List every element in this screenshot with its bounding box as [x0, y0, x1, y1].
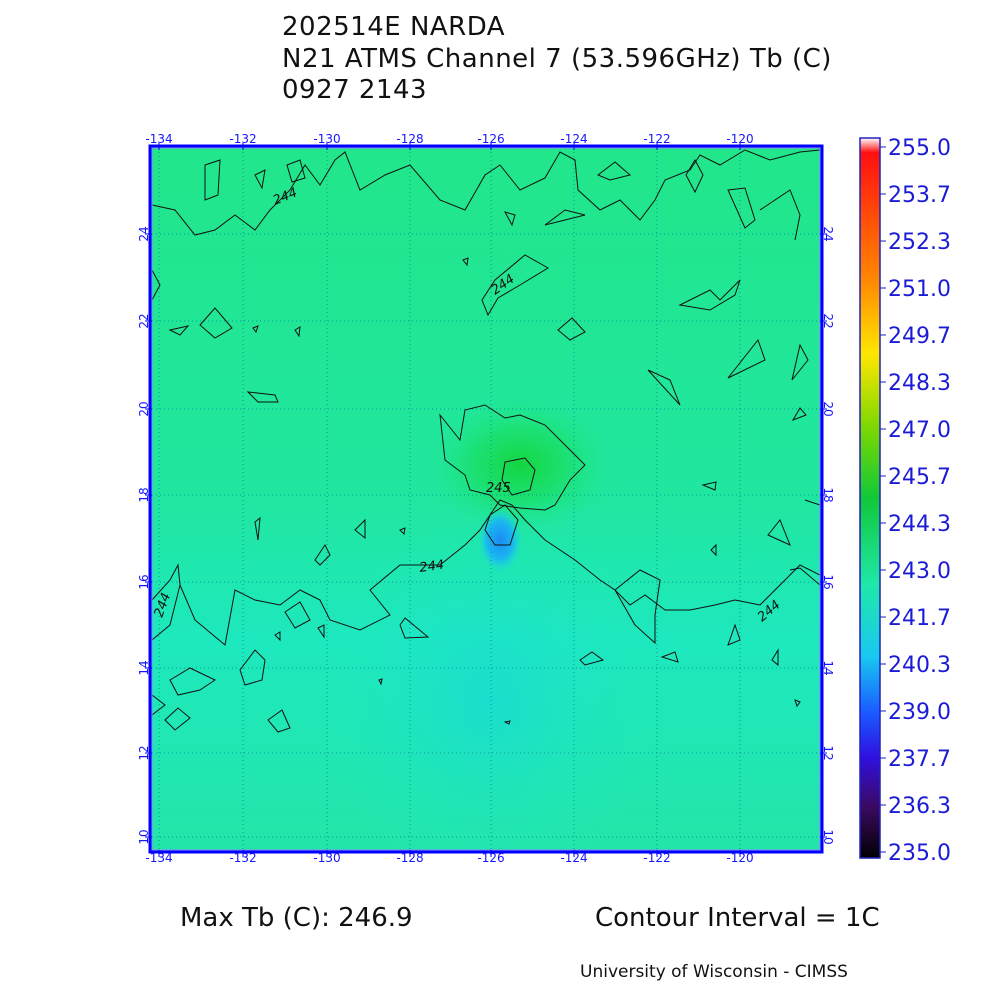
lat-label: 22: [137, 313, 151, 328]
lon-label: -134: [145, 132, 172, 146]
lat-label: 18: [821, 487, 835, 502]
lon-label: -134: [145, 851, 172, 865]
lon-label: -132: [229, 851, 256, 865]
color-bar-label: 239.0: [888, 700, 951, 725]
color-bar-label: 251.0: [888, 277, 951, 302]
map-inner-frame: [151, 147, 821, 851]
longitude-labels-bottom: -134 -132 -130 -128 -126 -124 -122 -120: [145, 851, 753, 865]
color-bar-label: 235.0: [888, 841, 951, 866]
lat-label: 10: [821, 829, 835, 844]
lon-label: -120: [726, 851, 753, 865]
lon-label: -122: [643, 132, 670, 146]
color-bar-label: 255.0: [888, 136, 951, 161]
contour-cold-spot: [484, 504, 519, 546]
lon-label: -124: [560, 132, 587, 146]
color-bar-label: 240.3: [888, 653, 951, 678]
contour-warm-core: [439, 404, 586, 511]
contour-interval-text: Contour Interval = 1C: [595, 903, 880, 933]
color-bar-label: 244.3: [888, 512, 951, 537]
color-bar-label: 236.3: [888, 794, 951, 819]
color-bar-label: 247.0: [888, 418, 951, 443]
lat-label: 12: [137, 745, 151, 760]
lon-label: -126: [477, 851, 504, 865]
lat-label: 14: [137, 660, 151, 675]
warm-core-region: [425, 395, 615, 535]
lon-label: -132: [229, 132, 256, 146]
color-bar-label: 245.7: [888, 465, 951, 490]
color-bar-label: 248.3: [888, 371, 951, 396]
contour-lines: [152, 149, 820, 733]
latitude-labels-left: 10 12 14 16 18 20 22 24: [137, 226, 151, 844]
lat-label: 16: [821, 574, 835, 589]
color-bar-label: 253.7: [888, 183, 951, 208]
color-bar-gradient: [859, 137, 881, 859]
map-frame: [148, 144, 824, 854]
color-bar-label: 243.0: [888, 559, 951, 584]
cold-spot-region: [478, 508, 522, 572]
lon-label: -122: [643, 851, 670, 865]
color-bar-label: 241.7: [888, 606, 951, 631]
lon-label: -120: [726, 132, 753, 146]
lat-label: 18: [137, 487, 151, 502]
longitude-ticks: [158, 143, 741, 857]
lat-label: 22: [821, 313, 835, 328]
max-tb-text: Max Tb (C): 246.9: [180, 903, 413, 933]
contour-label: 244: [418, 558, 445, 576]
lon-label: -128: [396, 851, 423, 865]
credit-text: University of Wisconsin - CIMSS: [580, 962, 848, 982]
color-bar: 255.0 253.7 252.3 251.0 249.7 248.3 247.…: [859, 136, 951, 866]
lat-label: 14: [821, 660, 835, 675]
product-title: N21 ATMS Channel 7 (53.596GHz) Tb (C): [282, 44, 832, 74]
color-bar-label: 237.7: [888, 747, 951, 772]
lon-label: -130: [313, 851, 340, 865]
lat-label: 10: [137, 829, 151, 844]
lat-label: 12: [821, 745, 835, 760]
lat-label: 20: [821, 401, 835, 416]
latitude-labels-right: 10 12 14 16 18 20 22 24: [821, 226, 835, 844]
lon-label: -126: [477, 132, 504, 146]
color-bar-label: 249.7: [888, 324, 951, 349]
lat-label: 16: [137, 574, 151, 589]
lon-label: -124: [560, 851, 587, 865]
lat-lon-grid: [152, 148, 820, 850]
lat-label: 20: [137, 401, 151, 416]
lat-label: 24: [137, 226, 151, 241]
lat-label: 24: [821, 226, 835, 241]
color-bar-label: 252.3: [888, 230, 951, 255]
longitude-labels-top: -134 -132 -130 -128 -126 -124 -122 -120: [145, 132, 753, 146]
latitude-ticks: [145, 233, 827, 838]
lon-label: -130: [313, 132, 340, 146]
datetime-title: 0927 2143: [282, 75, 428, 105]
contour-label: 245: [486, 481, 511, 496]
tb-field: [152, 148, 820, 850]
storm-title: 202514E NARDA: [282, 12, 506, 42]
lon-label: -128: [396, 132, 423, 146]
